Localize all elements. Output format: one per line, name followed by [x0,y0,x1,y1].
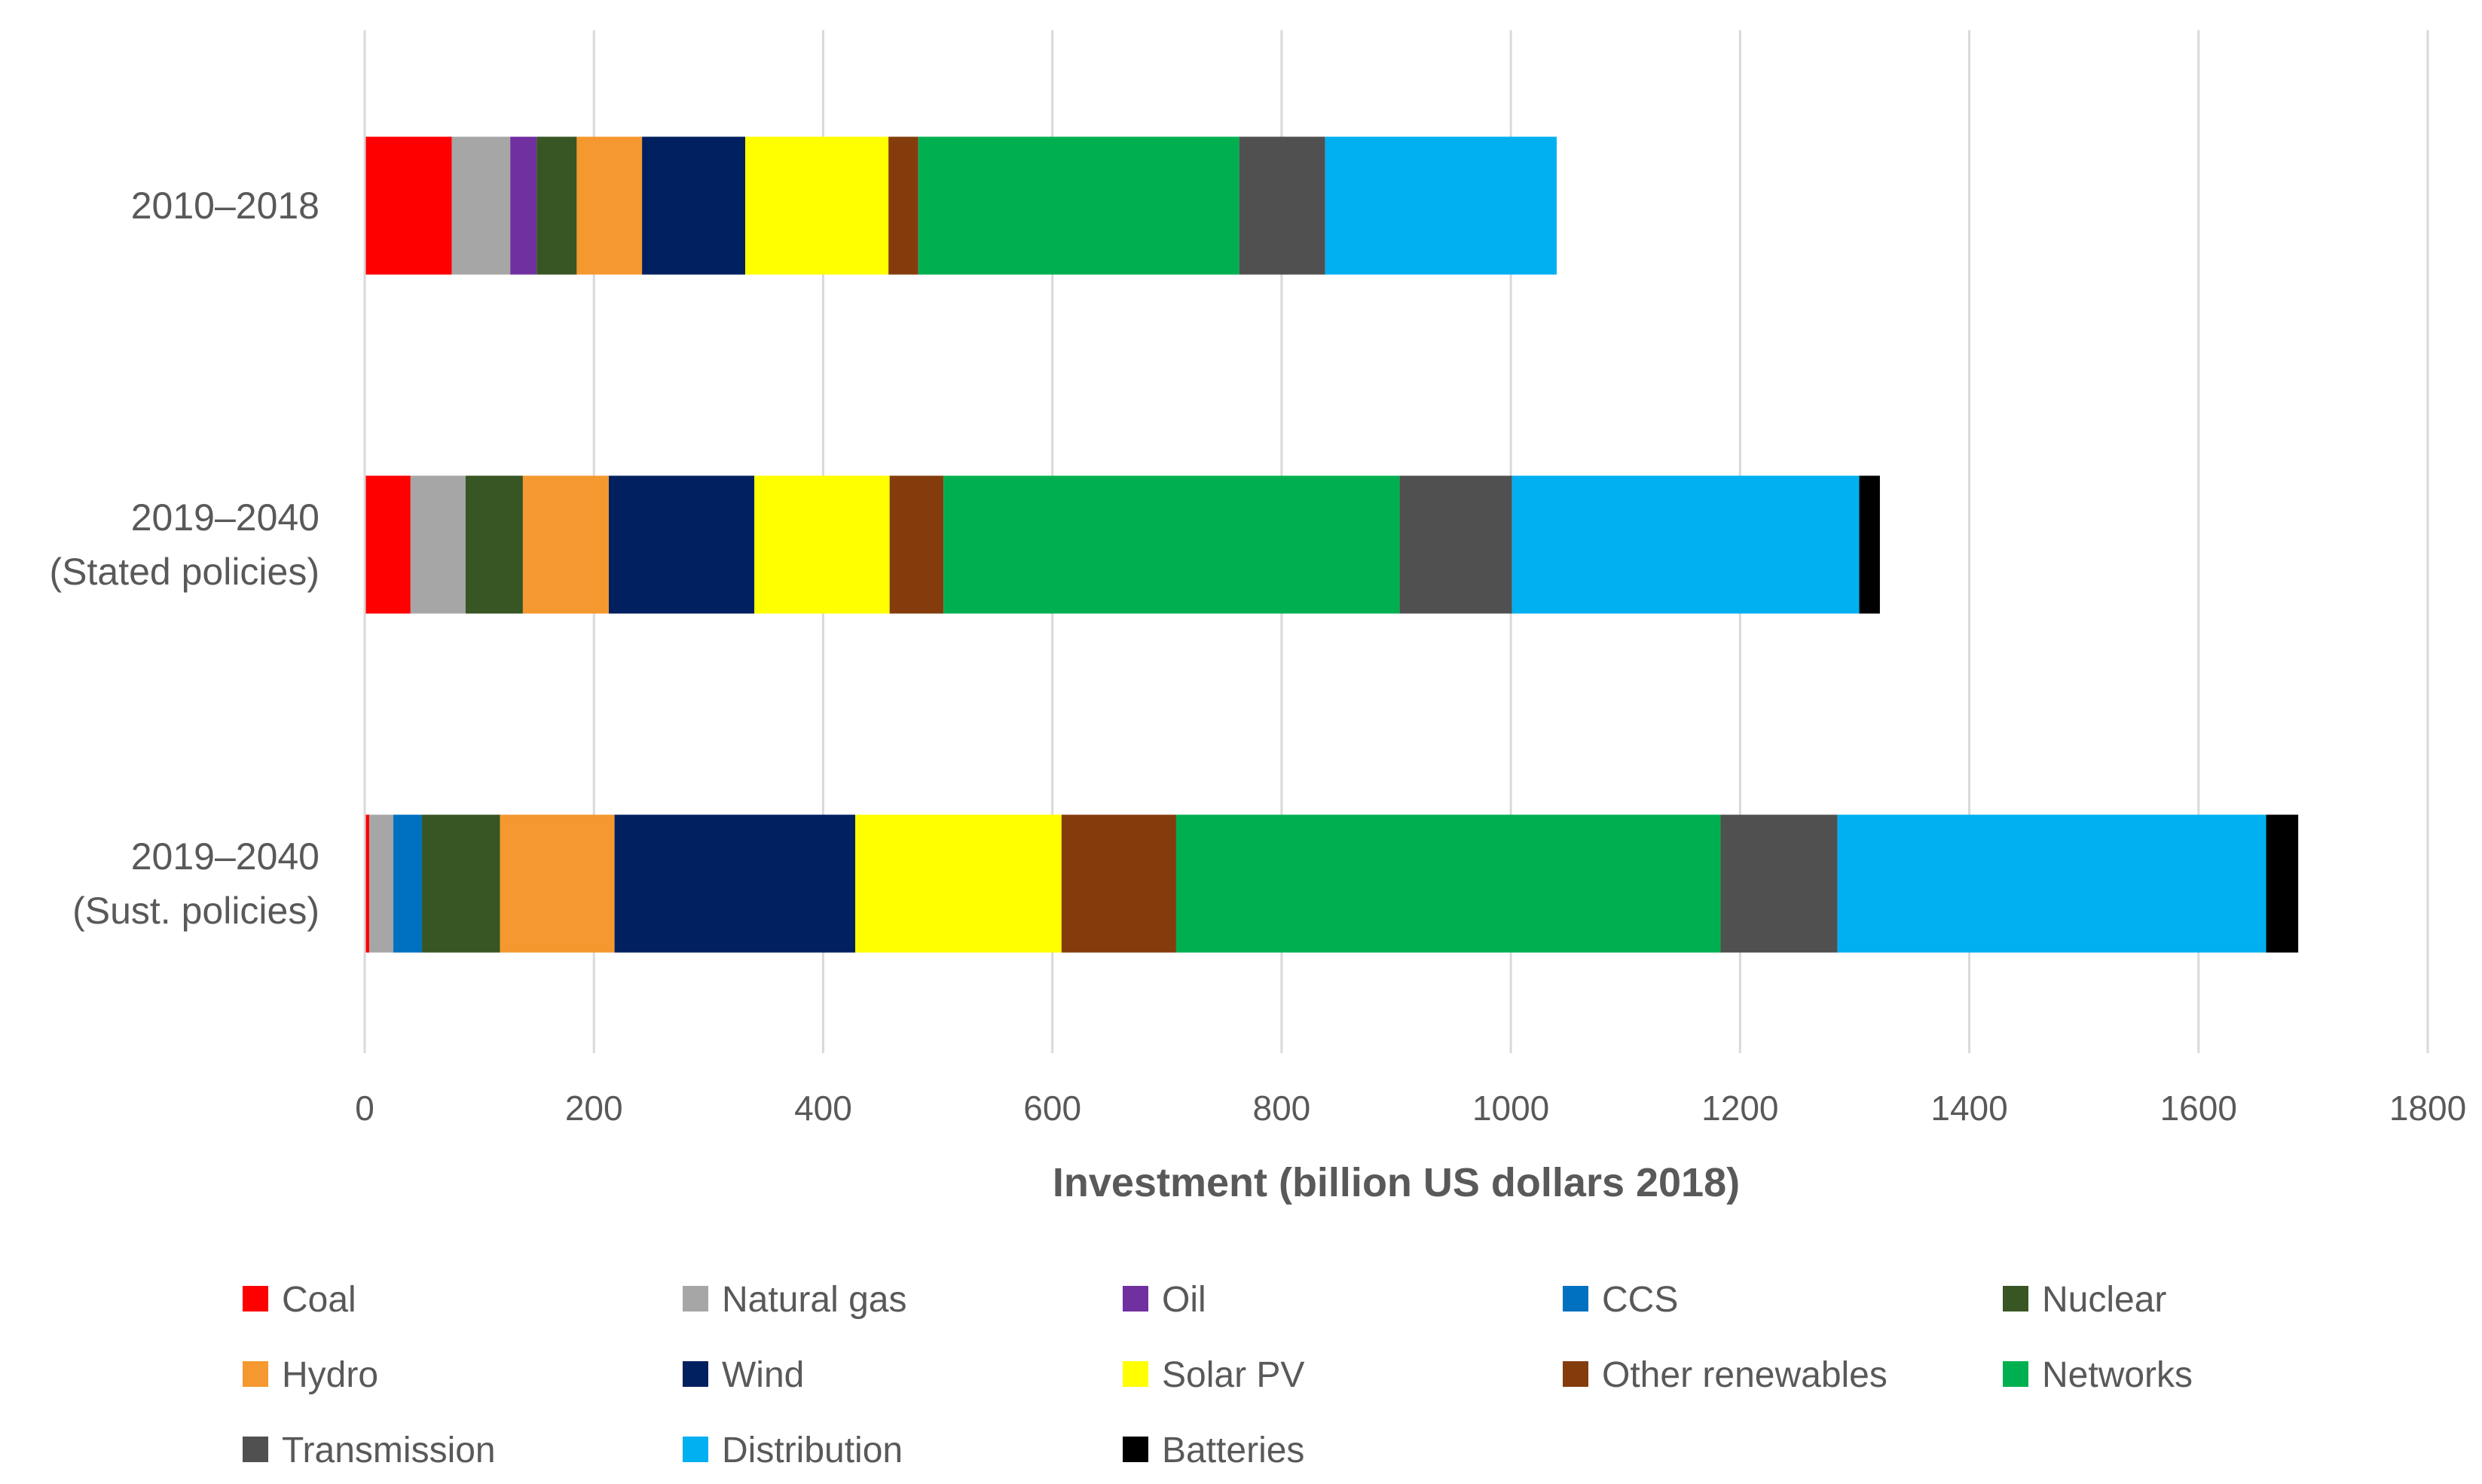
legend-swatch [683,1286,708,1311]
bar-segment [745,136,889,275]
legend-label: Coal [282,1280,356,1320]
x-tick-label: 1200 [1701,1089,1778,1128]
legend-item: Natural gas [683,1280,906,1320]
legend-swatch [243,1361,268,1387]
x-tick-label: 1800 [2389,1089,2466,1128]
legend-item: Networks [2003,1355,2193,1395]
bar-segment [536,136,577,275]
bar-segment [500,814,615,953]
bar-segment [365,814,370,953]
legend-swatch [243,1286,268,1311]
legend-swatch [683,1437,708,1462]
bar-segment [943,475,1400,614]
x-tick-label: 1000 [1472,1089,1549,1128]
legend-swatch [1123,1361,1148,1387]
bar-segment [855,814,1062,953]
legend-swatch [1563,1286,1588,1311]
legend-label: Networks [2042,1355,2193,1395]
bar-segment [576,136,643,275]
x-tick-label: 1400 [1930,1089,2007,1128]
x-tick-label: 600 [1023,1089,1081,1128]
bar-segment [465,475,523,614]
x-tick-label: 1600 [2160,1089,2237,1128]
category-label: 2010–2018 [131,185,319,227]
x-tick-label: 0 [355,1089,374,1128]
bar-segment [369,814,394,953]
bar-segment [451,136,511,275]
bar-segment [642,136,746,275]
legend-swatch [1563,1361,1588,1387]
bar-segment [1837,814,2267,953]
legend-swatch [683,1361,708,1387]
legend-item: Nuclear [2003,1280,2166,1320]
legend-item: Other renewables [1563,1355,1887,1395]
legend-swatch [1123,1437,1148,1462]
bar-segment [889,475,944,614]
bar-segment [1175,814,1721,953]
legend-item: Coal [243,1280,356,1320]
legend-item: Batteries [1123,1431,1304,1470]
axes: 0 200 400 600 800 1000 1200 1400 1600 1800 2010–20… [50,30,2466,1128]
legend-label: Oil [1162,1280,1206,1320]
category-label: 2019–2040 (Stated policies) [50,496,320,593]
legend-item: Solar PV [1123,1355,1304,1395]
legend-label: Natural gas [722,1280,906,1320]
bar-segment [1239,136,1325,275]
bar-segment [522,475,609,614]
bar-segment [422,814,500,953]
legend-item: Oil [1123,1280,1206,1320]
bar-segment [1399,475,1512,614]
bar-segment [754,475,890,614]
legend-label: Solar PV [1162,1355,1304,1395]
legend-swatch [1123,1286,1148,1311]
legend-label: Distribution [722,1431,903,1470]
bar-segment [365,136,452,275]
legend-item: Wind [683,1355,804,1395]
bar-segment [410,475,466,614]
bar-segment [1512,475,1860,614]
legend-label: Nuclear [2042,1280,2166,1320]
legend-swatch [2003,1361,2028,1387]
legend-item: Transmission [243,1431,496,1470]
x-tick-label: 800 [1253,1089,1311,1128]
legend-label: Batteries [1162,1431,1304,1470]
legend: Coal Natural gas Oil CCS Nuclear Hydro Wind Sol… [243,1280,2193,1470]
legend-label: Hydro [282,1355,378,1395]
legend-swatch [2003,1286,2028,1311]
bar-segment [1325,136,1557,275]
legend-item: Distribution [683,1431,903,1470]
bars [365,136,2299,953]
category-label: 2019–2040 (Sust. policies) [72,835,319,932]
bar-segment [510,136,537,275]
bar-segment [365,475,411,614]
legend-item: CCS [1563,1280,1678,1320]
bar-segment [2266,814,2299,953]
x-axis-title: Investment (billion US dollars 2018) [1053,1160,1740,1205]
bar-segment [1061,814,1176,953]
legend-label: Transmission [282,1431,496,1470]
legend-swatch [243,1437,268,1462]
bar-segment [1720,814,1838,953]
bar-segment [608,475,755,614]
legend-label: Other renewables [1602,1355,1887,1395]
legend-item: Hydro [243,1355,378,1395]
bar-segment [1859,475,1880,614]
legend-label: Wind [722,1355,804,1395]
legend-label: CCS [1602,1280,1678,1320]
bar-segment [918,136,1239,275]
bar-segment [393,814,423,953]
x-tick-label: 200 [565,1089,623,1128]
bar-segment [614,814,856,953]
x-tick-label: 400 [794,1089,852,1128]
bar-segment [888,136,919,275]
